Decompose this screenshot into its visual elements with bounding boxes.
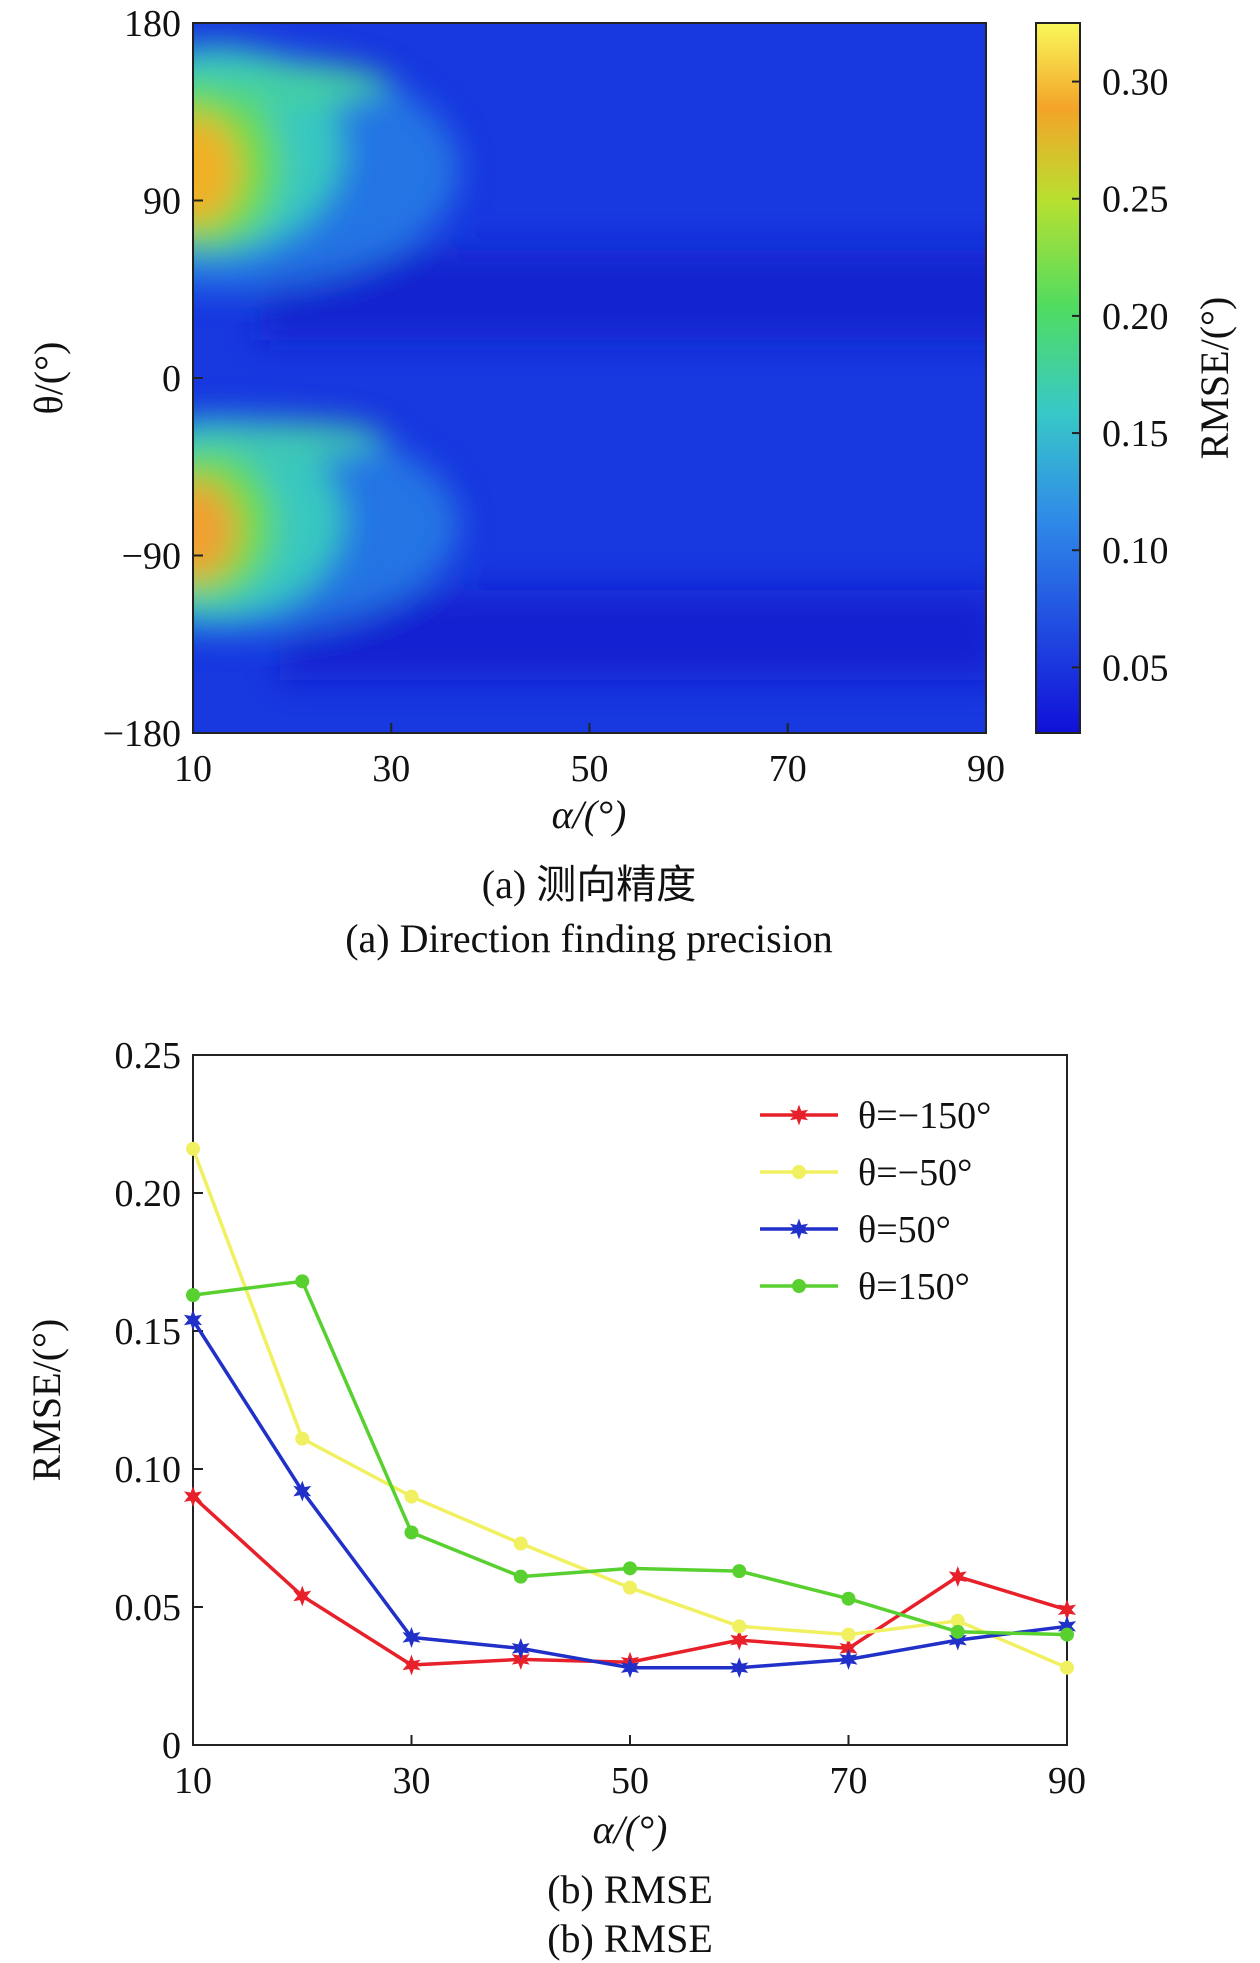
heatmap-x-tick-label: 70 bbox=[769, 748, 807, 790]
legend-label: θ=−50° bbox=[858, 1152, 972, 1194]
line-x-tick-label: 30 bbox=[393, 1760, 431, 1802]
line-chart-x-axis-title: α/(°) bbox=[593, 1807, 668, 1852]
legend-swatch-marker bbox=[792, 1279, 806, 1293]
line-y-tick-label: 0.10 bbox=[115, 1449, 182, 1491]
data-point bbox=[732, 1564, 747, 1579]
panel-a-caption-cn: (a) 测向精度 bbox=[482, 862, 696, 907]
data-point bbox=[513, 1536, 528, 1551]
heatmap-y-axis-title: θ/(°) bbox=[26, 342, 71, 415]
legend-swatch-marker bbox=[789, 1218, 809, 1240]
data-point bbox=[183, 1486, 203, 1508]
data-point bbox=[623, 1561, 637, 1576]
data-point bbox=[950, 1613, 965, 1628]
data-point bbox=[1060, 1660, 1074, 1675]
data-point bbox=[402, 1654, 421, 1676]
data-point bbox=[841, 1591, 856, 1606]
data-point bbox=[293, 1585, 312, 1607]
legend-swatch-marker bbox=[792, 1165, 806, 1179]
colorbar bbox=[1035, 22, 1081, 734]
heatmap-x-ticks: 10 30 50 70 90 bbox=[174, 723, 1005, 790]
data-point bbox=[295, 1274, 310, 1289]
panel-b-caption-en: (b) RMSE bbox=[547, 1916, 713, 1961]
data-point bbox=[948, 1566, 967, 1588]
data-point bbox=[511, 1637, 530, 1659]
legend-label: θ=−150° bbox=[858, 1095, 991, 1137]
legend-entry: θ=−150° bbox=[760, 1095, 991, 1137]
heatmap-x-tick-label: 90 bbox=[967, 748, 1005, 790]
data-point bbox=[186, 1288, 200, 1303]
panel-a-caption-en: (a) Direction finding precision bbox=[345, 916, 833, 961]
line-x-tick-label: 70 bbox=[830, 1760, 868, 1802]
data-point bbox=[732, 1619, 747, 1634]
series-2 bbox=[186, 1141, 1074, 1675]
data-point bbox=[511, 1648, 530, 1670]
panel-b-caption-cn: (b) RMSE bbox=[547, 1867, 713, 1912]
colorbar-title: RMSE/(°) bbox=[1192, 297, 1237, 460]
line-x-tick-label: 10 bbox=[174, 1760, 212, 1802]
heatmap-y-tick-label: 90 bbox=[143, 181, 181, 223]
line-x-tick-label: 90 bbox=[1048, 1760, 1086, 1802]
series-3 bbox=[183, 1309, 1077, 1679]
line-y-tick-label: 0.20 bbox=[115, 1173, 182, 1215]
colorbar-tick-label: 0.20 bbox=[1102, 296, 1169, 338]
data-point bbox=[841, 1627, 856, 1642]
data-point bbox=[183, 1309, 203, 1331]
line-chart-y-ticks: 0 0.05 0.10 0.15 0.20 0.25 bbox=[115, 1035, 203, 1767]
colorbar-tick-label: 0.10 bbox=[1102, 530, 1169, 572]
heatmap-y-tick-label: 180 bbox=[124, 3, 181, 45]
heatmap-x-tick-label: 30 bbox=[372, 748, 410, 790]
heatmap-field bbox=[193, 23, 986, 733]
line-chart-y-axis-title: RMSE/(°) bbox=[24, 1319, 69, 1482]
heatmap-y-tick-label: −180 bbox=[103, 713, 181, 755]
data-point bbox=[404, 1489, 419, 1504]
legend-entry: θ=−50° bbox=[760, 1152, 972, 1194]
colorbar-tick-label: 0.30 bbox=[1102, 62, 1169, 104]
data-point bbox=[295, 1431, 310, 1446]
colorbar-tick-label: 0.05 bbox=[1102, 647, 1169, 689]
data-point bbox=[839, 1648, 858, 1670]
legend-label: θ=50° bbox=[858, 1209, 951, 1251]
line-y-tick-label: 0 bbox=[162, 1725, 181, 1767]
line-y-tick-label: 0.05 bbox=[115, 1587, 182, 1629]
legend: θ=−150° θ=−50° θ=50° θ=150° bbox=[760, 1095, 991, 1308]
colorbar-tick-label: 0.15 bbox=[1102, 413, 1169, 455]
data-point bbox=[293, 1480, 312, 1502]
series-4 bbox=[186, 1274, 1074, 1642]
data-point bbox=[948, 1629, 967, 1651]
line-x-tick-label: 50 bbox=[611, 1760, 649, 1802]
colorbar-tick-label: 0.25 bbox=[1102, 179, 1169, 221]
legend-entry: θ=150° bbox=[760, 1266, 970, 1308]
line-y-tick-label: 0.25 bbox=[115, 1035, 182, 1077]
data-point bbox=[730, 1629, 749, 1651]
heatmap-x-tick-label: 50 bbox=[571, 748, 609, 790]
data-point bbox=[620, 1657, 640, 1679]
data-point bbox=[402, 1626, 421, 1648]
data-point bbox=[1060, 1627, 1074, 1642]
panel-b-line-chart: 0 0.05 0.10 0.15 0.20 0.25 10 30 50 70 90 θ=−150°… bbox=[24, 1035, 1086, 1961]
data-point bbox=[623, 1580, 637, 1595]
line-chart-series bbox=[183, 1141, 1077, 1679]
data-point bbox=[404, 1525, 419, 1540]
data-point bbox=[950, 1624, 965, 1639]
data-point bbox=[730, 1657, 749, 1679]
series-line bbox=[191, 1319, 1068, 1670]
panel-a-heatmap: 180 90 0 −90 −180 10 30 50 70 90 α/(°) θ/(°) 0.3… bbox=[26, 3, 1237, 961]
heatmap-y-ticks: 180 90 0 −90 −180 bbox=[103, 3, 203, 755]
legend-entry: θ=50° bbox=[760, 1209, 951, 1251]
heatmap-x-tick-label: 10 bbox=[174, 748, 212, 790]
line-chart-x-ticks: 10 30 50 70 90 bbox=[174, 1735, 1086, 1802]
legend-label: θ=150° bbox=[858, 1266, 970, 1308]
legend-swatch-marker bbox=[789, 1104, 809, 1126]
heatmap-x-axis-title: α/(°) bbox=[552, 792, 627, 837]
line-y-tick-label: 0.15 bbox=[115, 1311, 182, 1353]
heatmap-y-tick-label: −90 bbox=[122, 536, 181, 578]
heatmap-y-tick-label: 0 bbox=[162, 358, 181, 400]
data-point bbox=[513, 1569, 528, 1584]
data-point bbox=[186, 1141, 200, 1156]
colorbar-ticks: 0.30 0.25 0.20 0.15 0.10 0.05 bbox=[1072, 62, 1169, 689]
